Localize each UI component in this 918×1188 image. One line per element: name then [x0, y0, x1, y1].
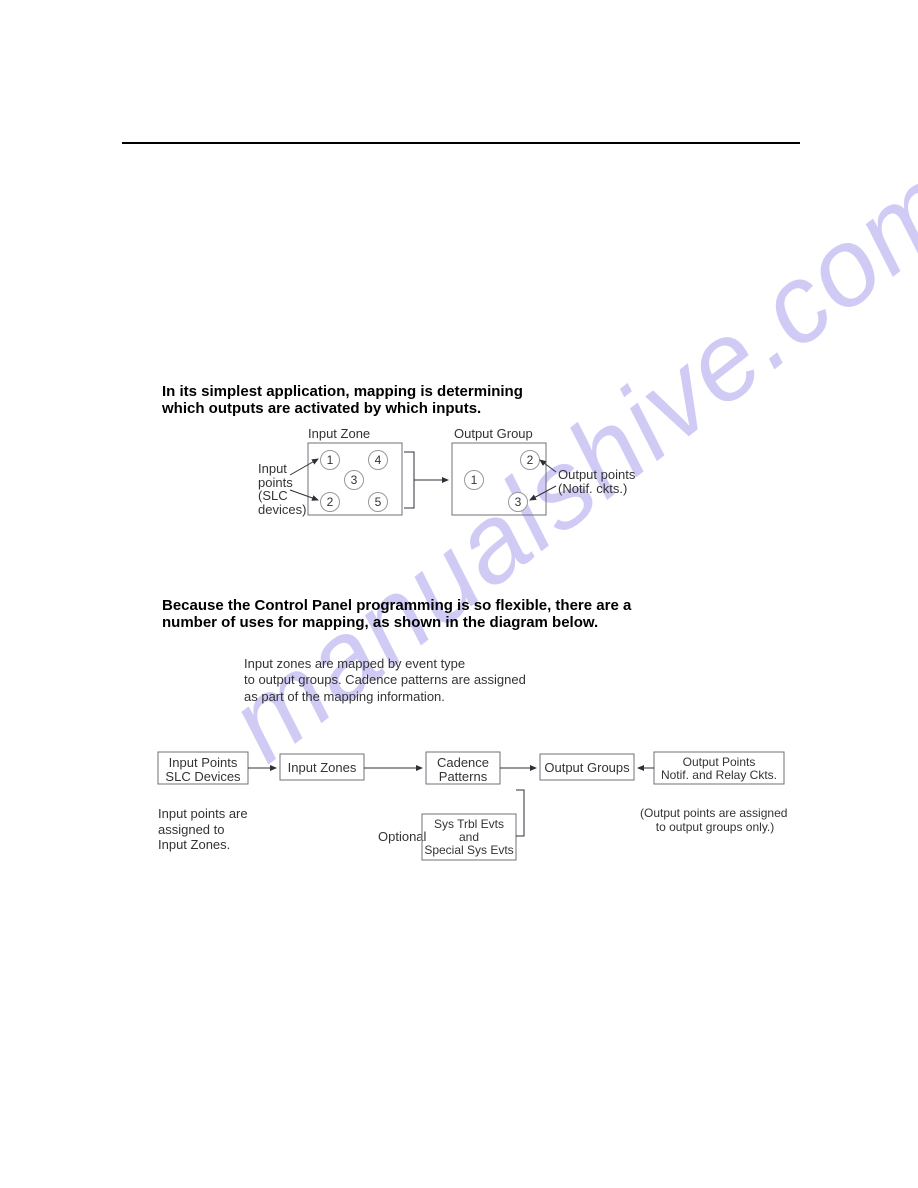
node-output-points: Output Points Notif. and Relay Ckts. — [656, 756, 782, 782]
node-output-points-l2: Notif. and Relay Ckts. — [661, 768, 777, 782]
header-rule — [122, 142, 800, 144]
mapping-caption-l2: to output groups. Cadence patterns are a… — [244, 672, 526, 687]
node-input-points-l1: Input Points — [169, 755, 238, 770]
input-points-note-l3: Input Zones. — [158, 837, 230, 852]
output-group-circle-1: 1 — [464, 470, 484, 490]
node-input-points: Input Points SLC Devices — [160, 756, 246, 785]
input-points-note: Input points are assigned to Input Zones… — [158, 806, 248, 853]
mapping-caption-l3: as part of the mapping information. — [244, 689, 445, 704]
heading-2-line-1: Because the Control Panel programming is… — [162, 597, 631, 614]
heading-1-line-2: which outputs are activated by which inp… — [162, 400, 481, 417]
mapping-caption: Input zones are mapped by event type to … — [244, 656, 526, 705]
diagram-svg — [0, 0, 918, 1188]
output-points-note-l1: (Output points are assigned — [640, 806, 787, 820]
node-output-points-l1: Output Points — [683, 755, 756, 769]
input-points-note-l1: Input points are — [158, 806, 248, 821]
input-zone-circle-3: 3 — [344, 470, 364, 490]
optional-label: Optional — [378, 830, 426, 845]
output-group-label: Output Group — [454, 427, 533, 442]
output-points-label-l2: (Notif. ckts.) — [558, 481, 627, 496]
input-zone-circle-1: 1 — [320, 450, 340, 470]
node-sys-events-l3: Special Sys Evts — [424, 843, 513, 857]
heading-1: In its simplest application, mapping is … — [162, 383, 523, 418]
output-points-label-l1: Output points — [558, 467, 635, 482]
input-zone-circle-5: 5 — [368, 492, 388, 512]
node-cadence-l2: Patterns — [439, 769, 487, 784]
node-sys-events: Sys Trbl Evts and Special Sys Evts — [424, 818, 514, 858]
heading-2-line-2: number of uses for mapping, as shown in … — [162, 614, 598, 631]
input-points-note-l2: assigned to — [158, 822, 225, 837]
node-sys-events-l1: Sys Trbl Evts — [434, 817, 504, 831]
output-points-note-l2: to output groups only.) — [640, 820, 790, 834]
output-points-label: Output points (Notif. ckts.) — [558, 468, 635, 497]
input-points-label-l4: devices) — [258, 502, 306, 517]
output-points-note: (Output points are assigned to output gr… — [640, 806, 790, 835]
node-output-groups: Output Groups — [542, 761, 632, 776]
input-zone-circle-4: 4 — [368, 450, 388, 470]
node-cadence: Cadence Patterns — [428, 756, 498, 785]
output-group-circle-3: 3 — [508, 492, 528, 512]
node-input-points-l2: SLC Devices — [165, 769, 240, 784]
output-group-circle-2: 2 — [520, 450, 540, 470]
heading-2: Because the Control Panel programming is… — [162, 597, 631, 632]
node-input-zones: Input Zones — [282, 761, 362, 776]
heading-1-line-1: In its simplest application, mapping is … — [162, 383, 523, 400]
node-cadence-l1: Cadence — [437, 755, 489, 770]
node-sys-events-l2: and — [459, 830, 479, 844]
input-zone-circle-2: 2 — [320, 492, 340, 512]
input-points-label: Input points (SLC devices) — [258, 462, 306, 517]
mapping-caption-l1: Input zones are mapped by event type — [244, 656, 465, 671]
input-zone-label: Input Zone — [308, 427, 370, 442]
